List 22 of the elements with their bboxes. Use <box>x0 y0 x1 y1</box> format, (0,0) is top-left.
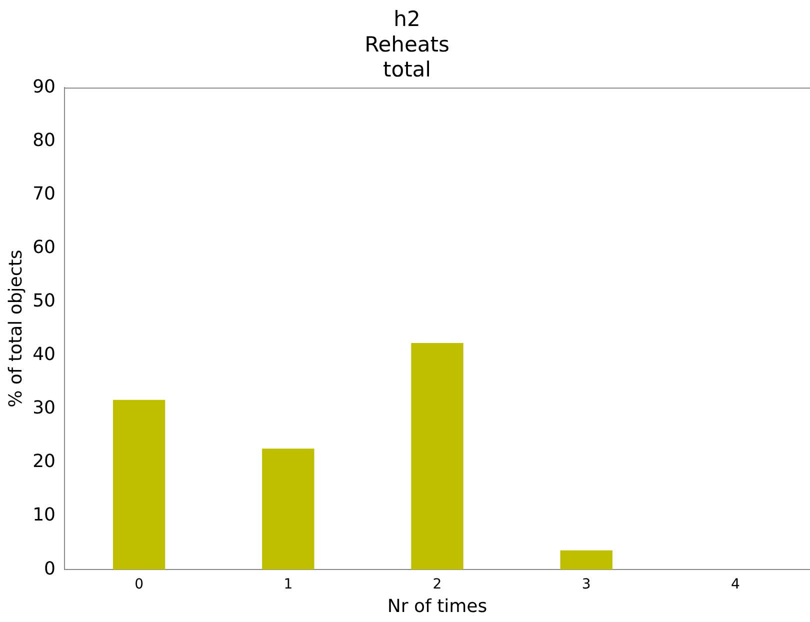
x-tick-label: 2 <box>432 576 442 593</box>
x-tick-label: 4 <box>730 576 740 593</box>
y-tick-label: 60 <box>32 236 56 258</box>
bar <box>112 400 166 570</box>
y-tick-label: 70 <box>32 183 56 204</box>
bar <box>411 343 464 570</box>
y-tick-label: 40 <box>32 344 56 366</box>
y-tick-label: 30 <box>32 398 56 419</box>
y-axis-title: % of total objects <box>5 250 26 408</box>
y-tick-label: 90 <box>32 76 56 98</box>
x-tick-label: 3 <box>582 576 591 593</box>
bar <box>560 550 612 570</box>
bar <box>262 448 314 570</box>
y-tick-label: 0 <box>44 558 56 580</box>
x-axis-title: Nr of times <box>387 596 488 617</box>
x-tick-label: 1 <box>284 576 293 593</box>
y-tick-label: 20 <box>32 451 56 472</box>
y-tick-label: 80 <box>32 130 56 151</box>
y-tick-label: 10 <box>32 504 56 526</box>
y-tick-label: 50 <box>32 290 56 312</box>
chart-title: h2 Reheats total <box>364 7 450 82</box>
x-tick-label: 0 <box>134 576 144 593</box>
